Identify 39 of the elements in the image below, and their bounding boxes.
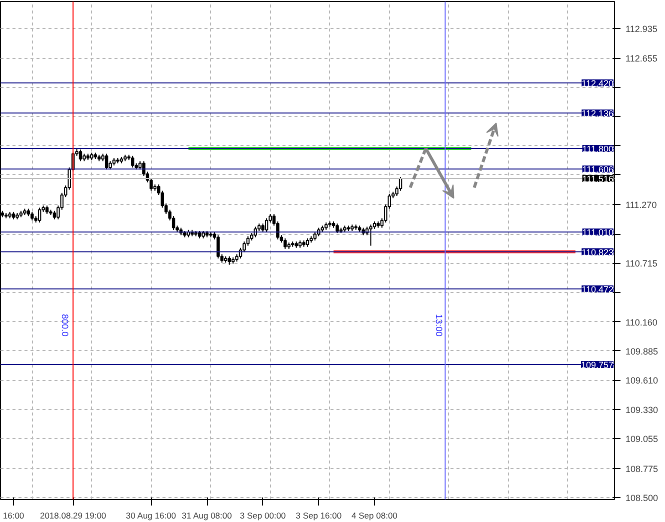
candlestick: [216, 234, 220, 259]
y-tick-label: 109.330: [626, 405, 658, 416]
y-tick-label: 108.775: [626, 464, 658, 474]
y-tick-label: 109.610: [626, 376, 658, 386]
y-tick-label: 109.885: [626, 346, 658, 356]
ref-line-label: 111.606: [582, 164, 614, 174]
x-tick-label: 4 Sep 08:00: [352, 510, 398, 520]
annotation: 13:00: [434, 314, 444, 336]
y-tick-label: 111.270: [626, 200, 657, 210]
y-tick-label: 109.055: [626, 434, 658, 444]
x-tick-label: 31 Aug 08:00: [182, 510, 232, 520]
ref-line-label: 111.516: [582, 174, 614, 184]
ref-line-label: 110.823: [582, 247, 614, 258]
y-tick-label: 112.935: [626, 24, 658, 34]
candlestick: [78, 149, 82, 162]
ref-line-label: 111.800: [582, 144, 614, 154]
candlestick: [369, 224, 372, 246]
x-tick-label: 30 Aug 16:00: [126, 510, 176, 520]
x-tick-label: 16:00: [2, 510, 24, 520]
y-tick-label: 108.500: [626, 492, 658, 503]
candlestick: [246, 236, 250, 246]
x-tick-label: 2018.08.29 19:00: [40, 510, 106, 520]
ref-line-label: 110.472: [582, 284, 614, 294]
x-tick-label: 3 Sep 16:00: [296, 510, 342, 520]
annotation: 800.0: [60, 314, 70, 336]
ref-line-label: 112.420: [582, 78, 614, 88]
x-tick-label: 3 Sep 00:00: [240, 510, 286, 520]
y-tick-label: 110.160: [626, 317, 658, 328]
y-tick-label: 110.715: [626, 258, 658, 269]
candlestick: [284, 238, 287, 250]
ref-line-label: 111.010: [582, 227, 614, 238]
candlestick: [264, 218, 268, 232]
candlestick: [130, 155, 134, 168]
candlestick: [38, 207, 42, 223]
candlestick: [336, 223, 339, 234]
ref-line-label: 112.136: [582, 108, 614, 118]
ref-line-label: 109.757: [580, 360, 614, 370]
y-tick-label: 112.655: [626, 54, 658, 64]
candlestick: [104, 153, 108, 170]
